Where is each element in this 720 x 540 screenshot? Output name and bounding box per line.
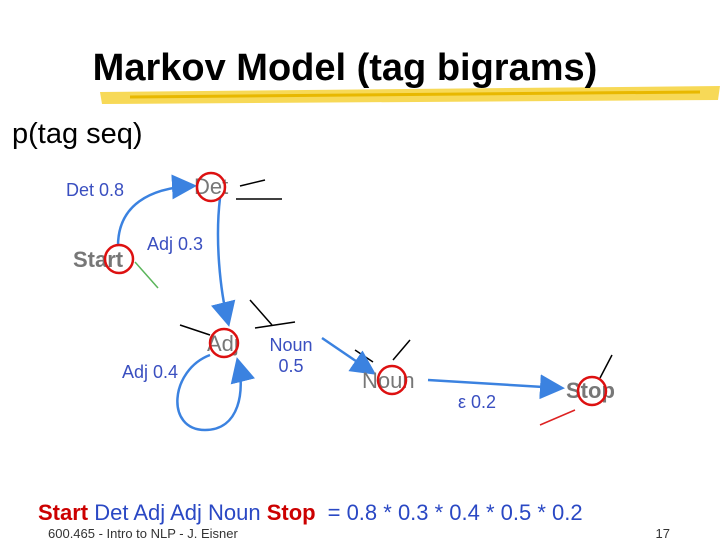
- arrows: [116, 174, 565, 432]
- node-label: Start: [73, 247, 124, 272]
- edge-prob: 0.5: [278, 356, 303, 376]
- equation: Start Det Adj Adj Noun Stop = 0.8 * 0.3 *…: [38, 500, 583, 525]
- edge-tag: ε: [458, 392, 466, 412]
- eq-product: = 0.8 * 0.3 * 0.4 * 0.5 * 0.2: [328, 500, 583, 525]
- edge-label: ε 0.2: [458, 392, 496, 412]
- subtitle: p(tag seq): [12, 118, 143, 150]
- decor-green: [134, 261, 159, 289]
- edge-prob: 0.2: [471, 392, 496, 412]
- edge-prob: 0.8: [99, 180, 124, 200]
- decor-red: [539, 409, 576, 426]
- edge-tag: Noun: [269, 335, 312, 355]
- eq-stop: Stop: [267, 500, 316, 525]
- title-underline-stroke: [129, 90, 701, 99]
- edge-tag: Adj: [147, 234, 173, 254]
- page-number: 17: [656, 526, 670, 540]
- edge-label: Adj 0.3: [147, 234, 203, 254]
- eq-start: Start: [38, 500, 89, 525]
- edge-label: Adj 0.4: [122, 362, 178, 382]
- edge-tag: Adj: [122, 362, 148, 382]
- edge-prob: 0.3: [178, 234, 203, 254]
- node-label: Stop: [566, 378, 615, 403]
- eq-middle: Det Adj Adj Noun: [94, 500, 260, 525]
- node-circles: [103, 171, 608, 407]
- decor-lines: [179, 179, 613, 379]
- edge-tag: Det: [66, 180, 94, 200]
- footer-left: 600.465 - Intro to NLP - J. Eisner: [48, 526, 238, 540]
- edge-prob: 0.4: [153, 362, 178, 382]
- edge-label: Det 0.8: [66, 180, 124, 200]
- title: Markov Model (tag bigrams): [93, 47, 598, 89]
